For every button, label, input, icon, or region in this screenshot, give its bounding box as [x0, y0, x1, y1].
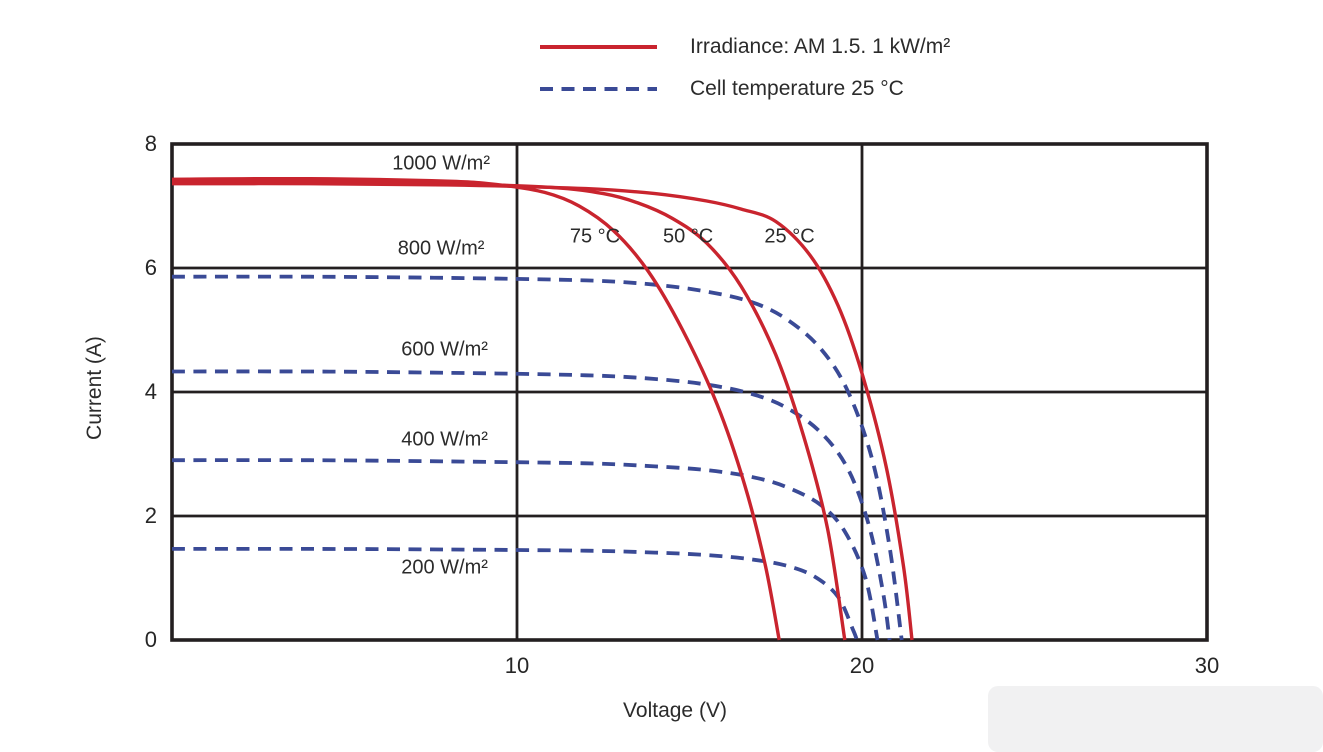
legend-item-irradiance: Irradiance: AM 1.5. 1 kW/m² — [540, 33, 950, 61]
solid-line-swatch-icon — [540, 45, 657, 49]
x-tick-label-30: 30 — [1194, 653, 1220, 678]
curve-label-50-c: 50 °C — [662, 225, 714, 248]
curve-label-200-w-m: 200 W/m² — [401, 556, 488, 579]
y-tick-label-8: 8 — [144, 131, 157, 156]
curve-label-600-w-m: 600 W/m² — [401, 338, 488, 361]
curve-1000-w-m2-at-75-c — [171, 176, 781, 641]
curve-1000-w-m2-at-50-c — [171, 179, 847, 641]
y-tick-label-2: 2 — [144, 503, 157, 528]
x-axis-title: Voltage (V) — [623, 699, 727, 722]
curve-800-w-m2-at-25-c — [171, 274, 904, 641]
dashed-line-swatch-icon — [540, 87, 657, 91]
curve-label-800-w-m: 800 W/m² — [397, 237, 485, 260]
curve-600-w-m2-at-25-c — [171, 369, 892, 641]
y-tick-label-0: 0 — [144, 627, 157, 652]
x-tick-label-20: 20 — [849, 653, 875, 678]
curve-label-25-c: 25 °C — [764, 225, 815, 248]
plot-frame — [170, 142, 1209, 642]
curve-label-400-w-m: 400 W/m² — [401, 428, 488, 451]
y-tick-label-6: 6 — [144, 255, 157, 280]
curve-400-w-m2-at-25-c — [171, 458, 880, 641]
curve-label-75-c: 75 °C — [569, 225, 621, 248]
curve-200-w-m2-at-25-c — [171, 546, 859, 641]
legend-label-cell-temperature: Cell temperature 25 °C — [690, 77, 904, 100]
legend-label-irradiance: Irradiance: AM 1.5. 1 kW/m² — [690, 35, 951, 58]
curve-label-1000-w-m: 1000 W/m² — [392, 152, 490, 175]
y-tick-label-4: 4 — [144, 379, 157, 404]
background-artifact — [988, 686, 1323, 752]
x-tick-label-10: 10 — [504, 653, 530, 678]
legend-item-cell-temperature: Cell temperature 25 °C — [540, 75, 904, 103]
